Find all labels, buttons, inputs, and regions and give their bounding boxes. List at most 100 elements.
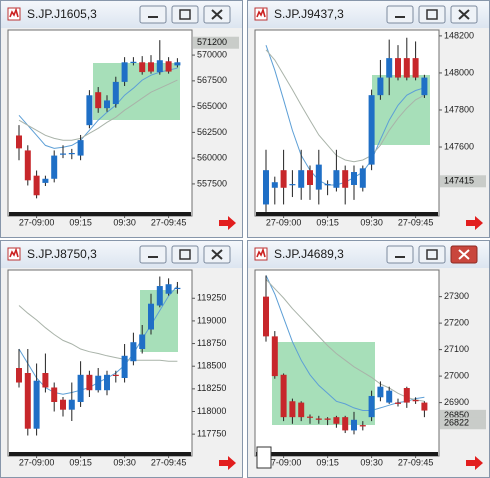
candle-body	[359, 168, 366, 188]
x-tick-label: 27-09:45	[151, 457, 187, 467]
x-tick-label: 27-09:45	[398, 217, 434, 227]
x-tick-label: 09:15	[316, 457, 339, 467]
price-tag-label: 26822	[444, 418, 469, 428]
x-tick-label: 09:15	[316, 217, 339, 227]
window-title: S.JP.J1605,3	[27, 7, 97, 21]
candle-body	[24, 150, 31, 181]
candle-body	[77, 140, 84, 156]
candle-body	[121, 62, 128, 82]
highlight-zone	[272, 342, 375, 425]
scroll-box[interactable]	[256, 446, 272, 469]
candle-body	[298, 170, 305, 188]
candle-body	[156, 60, 163, 73]
candle-body	[395, 58, 401, 78]
candle-body	[342, 417, 349, 431]
candle-body	[368, 95, 375, 165]
candle-body	[77, 374, 84, 402]
candle-body	[165, 284, 172, 294]
price-tag	[193, 36, 239, 49]
y-tick-label: 118500	[197, 361, 226, 371]
candle-body	[148, 303, 154, 330]
candle-body	[104, 374, 110, 391]
y-tick-label: 26900	[444, 397, 469, 407]
price-tag-label: 26850	[444, 410, 469, 420]
candle-body	[95, 375, 102, 391]
chart-window[interactable]: S.JP.J4689,3 26900 27000 27100 27200 27300 27…	[246, 239, 490, 478]
candle-body	[130, 342, 137, 362]
candle-body	[280, 374, 287, 418]
y-tick-label: 562500	[197, 127, 227, 137]
y-tick-label: 570000	[197, 49, 227, 59]
candle-body	[412, 399, 419, 402]
candle-body	[263, 296, 269, 337]
candle-body	[307, 170, 313, 185]
candle-body	[342, 170, 349, 188]
candle-body	[324, 184, 331, 186]
x-tick-label: 27-09:00	[19, 217, 55, 227]
y-tick-label: 148000	[444, 67, 474, 77]
price-tag	[440, 417, 486, 430]
moving-average	[18, 79, 178, 141]
candle-body	[33, 175, 40, 196]
candle-body	[351, 172, 357, 185]
candle-body	[271, 336, 278, 377]
candle-body	[130, 61, 137, 63]
y-tick-label: 119250	[197, 293, 226, 303]
x-tick-label: 09:15	[69, 217, 92, 227]
y-tick-label: 119000	[197, 315, 226, 325]
y-tick-label: 148200	[444, 30, 474, 40]
candle-body	[112, 374, 119, 377]
candle-body	[377, 386, 384, 398]
moving-average	[18, 67, 178, 149]
candle-body	[68, 153, 75, 155]
candle-body	[421, 402, 428, 411]
x-tick-label: 09:30	[360, 217, 383, 227]
candle-body	[403, 58, 410, 78]
candle-body	[16, 135, 22, 149]
candle-body	[16, 368, 22, 383]
candle-body	[121, 355, 128, 378]
price-tag	[440, 175, 486, 188]
candle-body	[112, 81, 119, 105]
x-tick-label: 09:30	[113, 457, 136, 467]
candle-body	[174, 287, 181, 290]
x-tick-label: 09:15	[69, 457, 92, 467]
chart-window[interactable]: S.JP.J8750,3 117750 118000 118250 118500 118…	[0, 239, 244, 478]
window-title: S.JP.J4689,3	[274, 247, 344, 261]
candle-body	[298, 402, 305, 418]
candle-body	[51, 155, 58, 179]
candle-body	[315, 418, 322, 420]
candle-body	[148, 62, 154, 72]
candle-body	[289, 401, 296, 418]
candle-body	[24, 373, 31, 429]
window-title: S.JP.J9437,3	[274, 7, 344, 21]
chart-window[interactable]: S.JP.J9437,3 147600 147800 148000 148200 27-…	[246, 0, 490, 239]
x-tick-label: 27-09:00	[266, 217, 302, 227]
candle-body	[263, 170, 269, 205]
x-tick-label: 27-09:45	[151, 217, 187, 227]
y-tick-label: 27100	[444, 344, 469, 354]
y-tick-label: 27000	[444, 370, 469, 380]
candle-body	[51, 387, 58, 402]
candle-body	[412, 58, 419, 78]
candle-body	[324, 418, 331, 420]
moving-average	[265, 279, 425, 402]
chart-window[interactable]: S.JP.J1605,3 557500 560000 562500 565000 567…	[0, 0, 244, 239]
y-tick-label: 557500	[197, 178, 227, 188]
candle-body	[359, 425, 366, 427]
candle-body	[42, 178, 49, 183]
candle-body	[33, 380, 40, 429]
price-tag-label: 571200	[197, 37, 227, 47]
candle-body	[156, 286, 163, 306]
candle-body	[386, 58, 393, 78]
candle-body	[333, 417, 340, 424]
y-tick-label: 567500	[197, 75, 227, 85]
y-tick-label: 565000	[197, 101, 227, 111]
candle-body	[377, 77, 384, 96]
candle-body	[271, 182, 278, 188]
candle-body	[386, 390, 393, 403]
candle-body	[42, 373, 49, 388]
y-tick-label: 147800	[444, 104, 474, 114]
y-tick-label: 27300	[444, 291, 469, 301]
